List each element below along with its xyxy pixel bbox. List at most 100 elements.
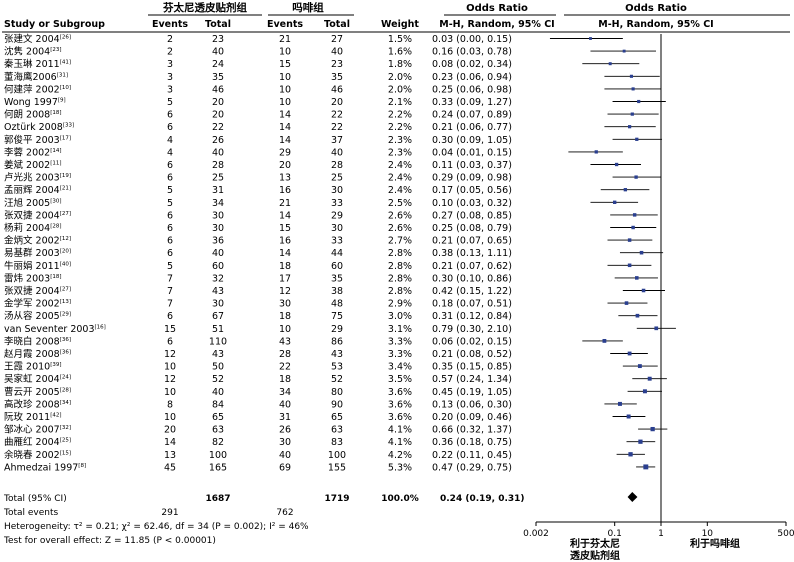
point-estimate (632, 213, 637, 217)
events-group1: 6 (167, 122, 173, 133)
study-row: 郭俊平 2003[17] 4 26 14 37 2.3% 0.30 (0.09, 1.05) (4, 134, 512, 146)
study-row: van Seventer 2003[16] 15 51 10 29 3.1% 0.79 (0… (4, 324, 512, 335)
study-ref: [32] (60, 425, 71, 431)
odds-ratio-ci: 0.21 (0.08, 0.52) (432, 349, 512, 360)
events-group1: 6 (167, 336, 173, 347)
events-group1: 2 (167, 34, 173, 45)
group2-header: 吗啡组 (292, 1, 324, 14)
events-group1: 4 (167, 135, 173, 146)
total-group2: 44 (331, 248, 343, 259)
weight-value: 2.6% (388, 210, 412, 221)
odds-ratio-ci: 0.36 (0.18, 0.75) (432, 437, 512, 448)
study-ref: [31] (57, 72, 68, 78)
events-group1: 6 (167, 248, 173, 259)
study-name: 张双捷 2004[27] (4, 285, 71, 297)
events-group1: 4 (167, 147, 173, 158)
total-events-label: Total events (3, 508, 59, 518)
events-group2: 14 (279, 135, 291, 146)
weight-header: Weight (381, 19, 419, 30)
events-group2: 14 (279, 210, 291, 221)
events-group2: 18 (279, 374, 291, 385)
odds-ratio-ci: 0.27 (0.08, 0.85) (432, 210, 512, 221)
total-group2: 40 (331, 47, 343, 58)
study-name: 李晓白 2008[36] (4, 335, 71, 347)
point-estimate (654, 326, 659, 331)
point-estimate (634, 175, 638, 179)
events-group1: 6 (167, 160, 173, 171)
total-group2: 30 (331, 185, 343, 196)
events-group2: 20 (279, 160, 291, 171)
events-group2: 15 (279, 223, 291, 234)
total-group1: 32 (212, 273, 224, 284)
odds-ratio-ci: 0.33 (0.09, 1.27) (432, 97, 512, 108)
study-row: 牛丽娟 2011[40] 5 60 18 60 2.8% 0.21 (0.07, 0.62) (4, 260, 512, 272)
total-group1: 82 (212, 437, 224, 448)
odds-ratio-ci: 0.25 (0.08, 0.79) (432, 223, 512, 234)
point-estimate (608, 62, 612, 66)
events-group1: 12 (164, 374, 176, 385)
weight-value: 2.3% (388, 147, 412, 158)
study-name: 吴家虹 2004[24] (4, 373, 71, 385)
study-name: 张建文 2004[26] (4, 33, 71, 45)
study-name: 何建萍 2002[10] (4, 83, 71, 95)
point-estimate (641, 288, 646, 293)
events-group2: 31 (279, 412, 291, 423)
total-group1: 23 (212, 34, 224, 45)
events-group2: 26 (279, 425, 291, 436)
total-group2: 23 (331, 59, 343, 70)
heterogeneity-text: Heterogeneity: τ² = 0.21; χ² = 62.46, df… (4, 522, 309, 532)
weight-value: 5.3% (388, 462, 412, 473)
pooled-estimate-diamond (627, 492, 638, 502)
odds-ratio-ci: 0.21 (0.07, 0.65) (432, 236, 512, 247)
study-row: 卢光兆 2003[19] 6 25 13 25 2.4% 0.29 (0.09, 0.98) (4, 172, 512, 184)
total-group2: 83 (331, 437, 343, 448)
events-group2: 40 (279, 399, 291, 410)
events-group2: 14 (279, 110, 291, 121)
study-ref: [34] (60, 400, 71, 406)
study-row: 金炳文 2002[12] 6 36 16 33 2.7% 0.21 (0.07, 0.65) (4, 235, 512, 247)
total-group2: 22 (331, 122, 343, 133)
odds-ratio-ci: 0.20 (0.09, 0.46) (432, 412, 512, 423)
events-group1: 7 (167, 299, 173, 310)
odds-ratio-ci: 0.79 (0.30, 2.10) (432, 324, 512, 335)
total-group1: 35 (212, 72, 224, 83)
point-estimate (627, 263, 632, 268)
study-ref: [14] (50, 148, 61, 154)
study-row: 阮玫 2011[42] 10 65 31 65 3.6% 0.20 (0.09, 0.46) (4, 411, 512, 423)
odds-ratio-ci: 0.30 (0.10, 0.86) (432, 273, 512, 284)
study-ref: [36] (60, 350, 71, 356)
events-group2: 18 (279, 261, 291, 272)
study-name: 王霞 2010[39] (4, 362, 62, 373)
study-ref: [11] (50, 161, 61, 167)
study-name: 赵月霞 2008[36] (4, 348, 71, 360)
point-estimate (602, 338, 607, 343)
events-group1: 3 (167, 72, 173, 83)
study-name: 汪旭 2005[30] (4, 197, 62, 209)
odds-ratio-ci: 0.18 (0.07, 0.51) (432, 299, 512, 310)
weight-value: 2.5% (388, 198, 412, 209)
total-group2: 35 (331, 273, 343, 284)
study-name: 曲雁红 2004[25] (4, 436, 71, 448)
total-label: Total (95% CI) (3, 494, 67, 504)
weight-value: 2.4% (388, 185, 412, 196)
odds-ratio-ci: 0.42 (0.15, 1.22) (432, 286, 512, 297)
study-ref: [40] (60, 261, 71, 267)
study-row: 张双捷 2004[27] 7 43 12 38 2.8% 0.42 (0.15, 1.22) (4, 285, 512, 297)
total-group2: 155 (328, 462, 346, 473)
weight-value: 2.9% (388, 299, 412, 310)
x-tick-label: 0.1 (608, 529, 622, 539)
study-name: 何朗 2008[18] (4, 109, 62, 121)
total-group1: 36 (212, 236, 224, 247)
total-group1: 40 (212, 248, 224, 259)
study-row: 汪旭 2005[30] 5 34 21 33 2.5% 0.10 (0.03, 0.32) (4, 197, 512, 209)
total-group1: 110 (209, 336, 227, 347)
point-estimate (589, 37, 592, 40)
study-ref: [21] (60, 186, 71, 192)
total-group2: 46 (331, 84, 343, 95)
weight-value: 2.3% (388, 135, 412, 146)
point-estimate (637, 364, 642, 369)
weight-value: 3.3% (388, 336, 412, 347)
or-title-right: Odds Ratio (625, 3, 687, 14)
total-group2: 33 (331, 198, 343, 209)
